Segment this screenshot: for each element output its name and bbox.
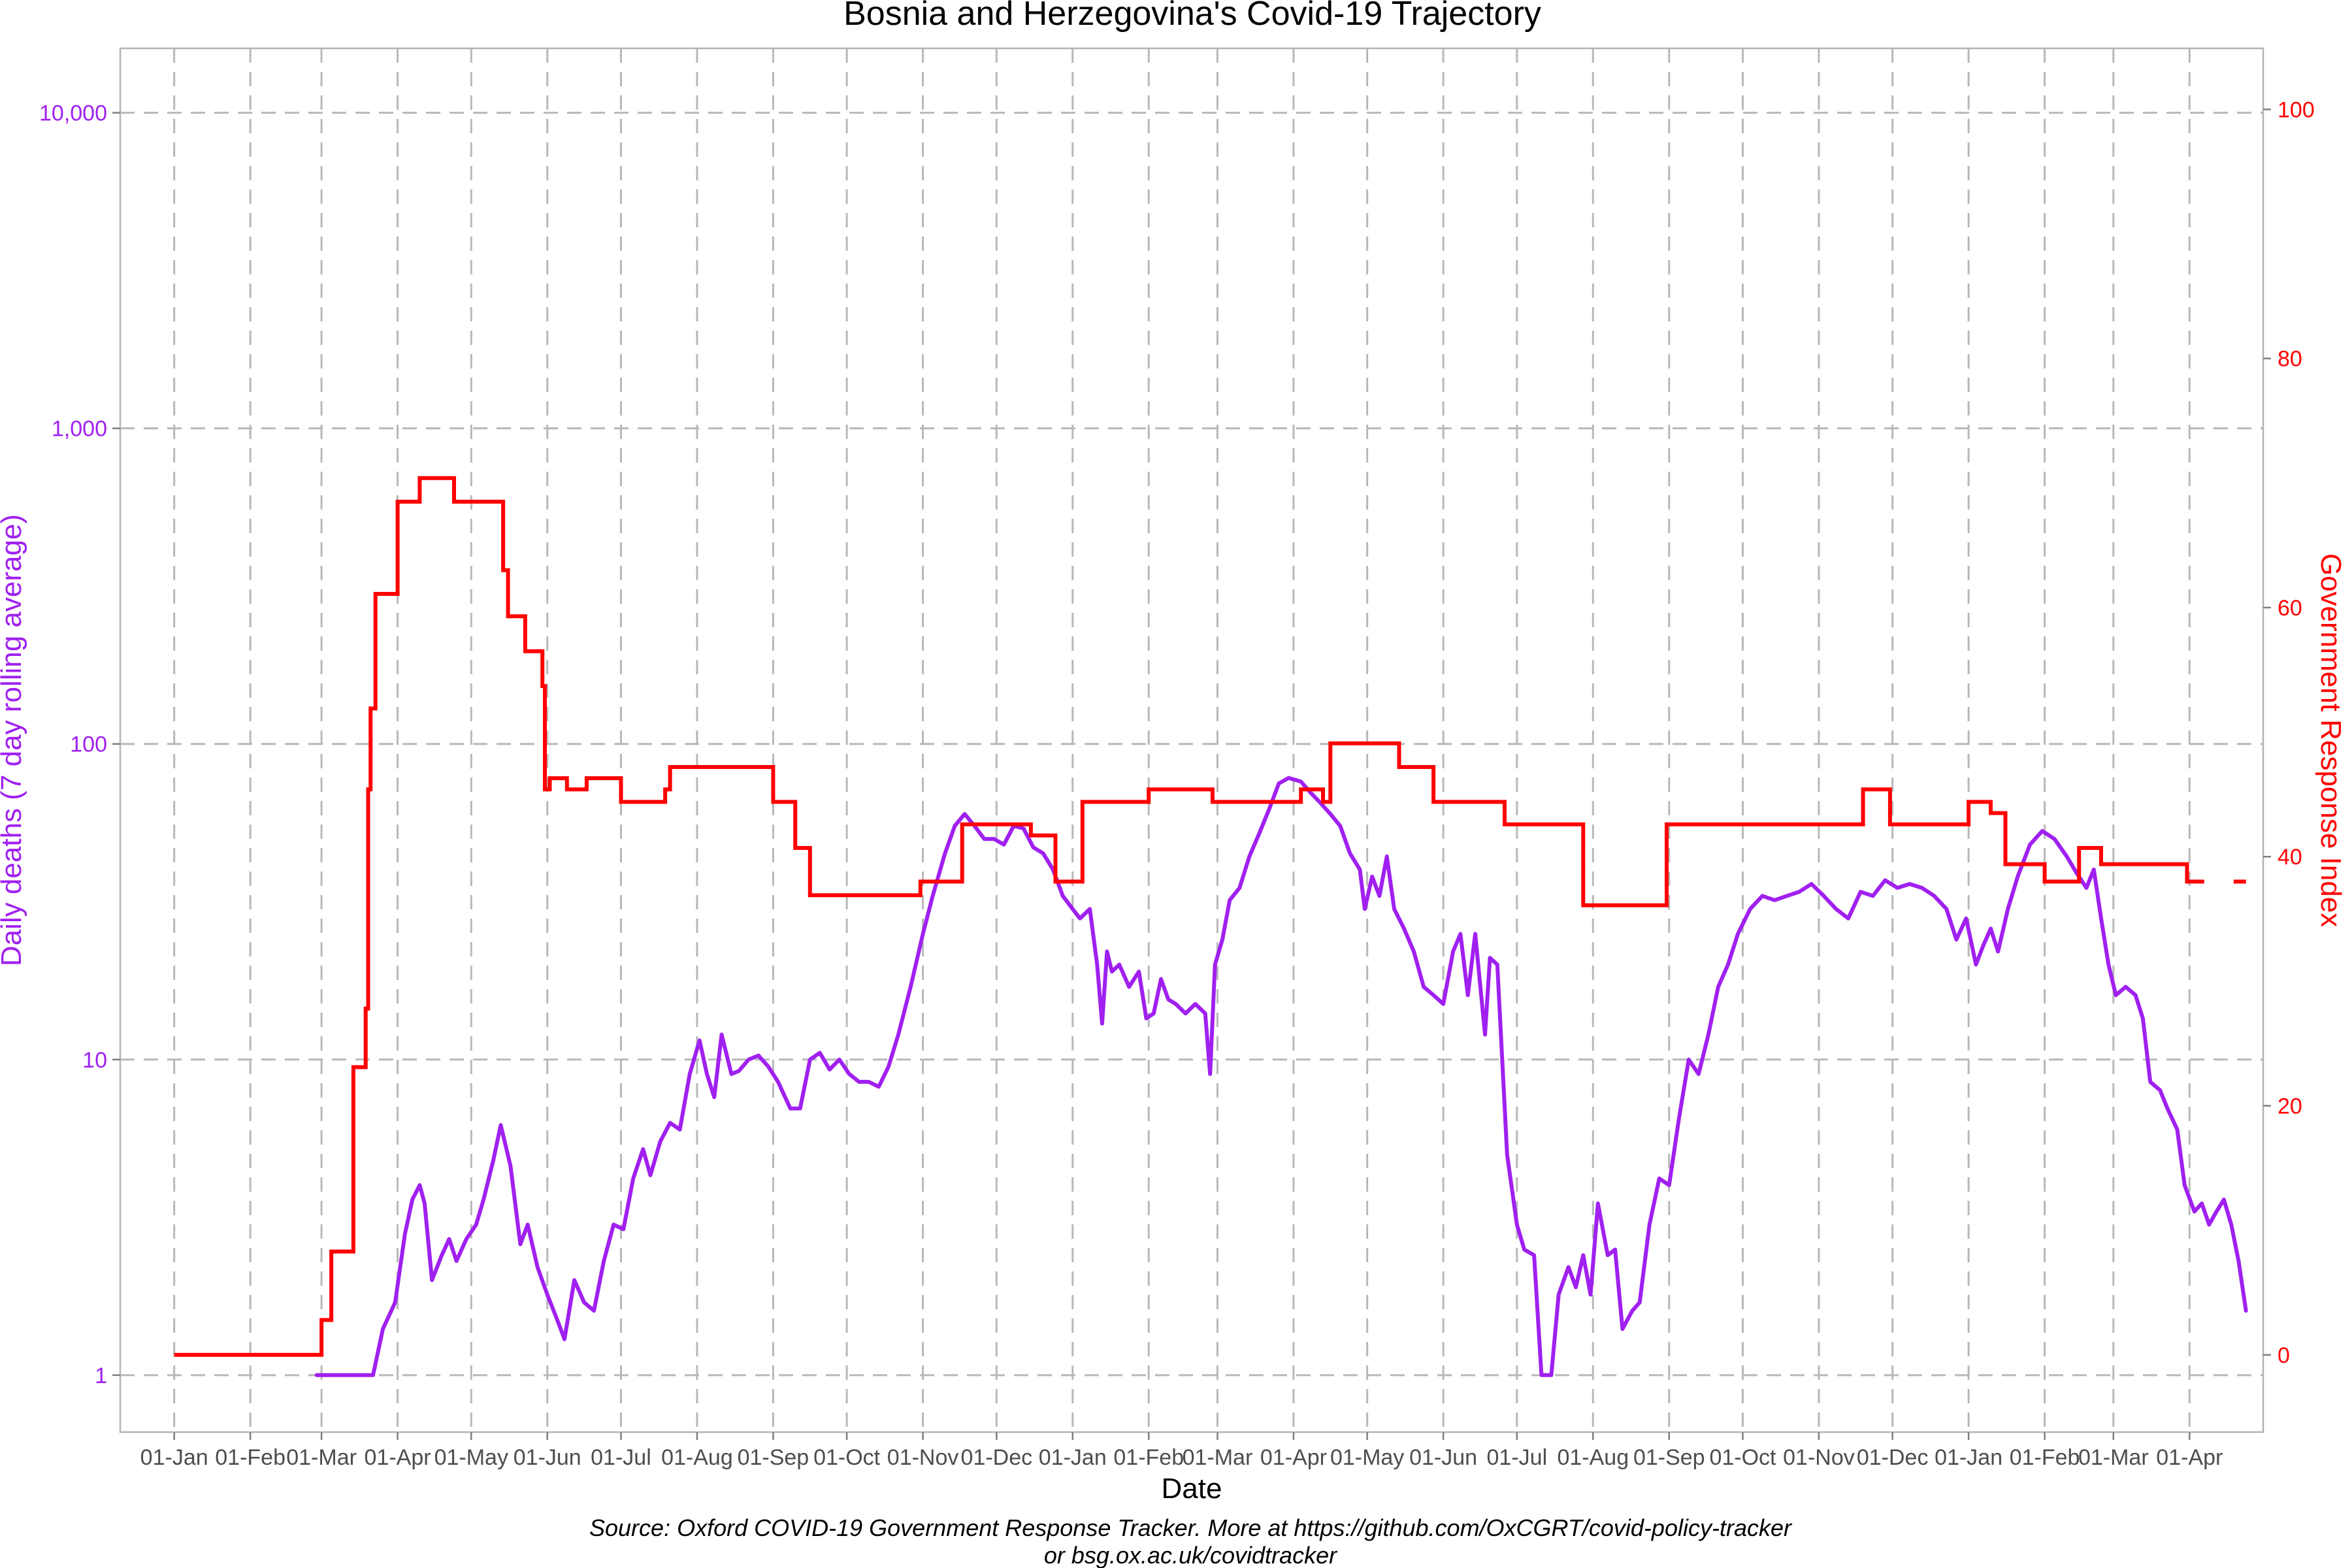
y-right-tick-label: 0	[2278, 1343, 2290, 1368]
x-tick-label: 01-Dec	[1857, 1445, 1929, 1470]
y-left-tick-label: 1,000	[52, 417, 107, 442]
y-right-tick-label: 60	[2278, 596, 2302, 621]
x-tick-label: 01-Mar	[1183, 1445, 1253, 1470]
y-right-tick-label: 80	[2278, 347, 2302, 372]
x-tick-label: 01-Nov	[887, 1445, 959, 1470]
chart-title: Bosnia and Herzegovina's Covid-19 Trajec…	[843, 0, 1541, 33]
x-tick-label: 01-Apr	[1260, 1445, 1327, 1470]
x-tick-label: 01-Jan	[1039, 1445, 1107, 1470]
source-caption-line-2: or bsg.ox.ac.uk/covidtracker	[1044, 1542, 1338, 1568]
y-axis-label-right: Government Response Index	[2315, 553, 2347, 927]
x-tick-label: 01-Sep	[738, 1445, 809, 1470]
source-caption-line-1: Source: Oxford COVID-19 Government Respo…	[589, 1514, 1793, 1541]
y-right-tick-label: 20	[2278, 1094, 2302, 1119]
y-left-tick-label: 1	[95, 1364, 107, 1388]
x-tick-label: 01-Dec	[961, 1445, 1033, 1470]
x-tick-label: 01-Apr	[365, 1445, 431, 1470]
x-tick-label: 01-Feb	[2010, 1445, 2080, 1470]
y-right-tick-label: 40	[2278, 845, 2302, 870]
y-left-tick-label: 10	[82, 1048, 107, 1073]
y-left-tick-label: 100	[70, 732, 107, 757]
x-tick-label: 01-Oct	[1709, 1445, 1776, 1470]
x-tick-label: 01-Oct	[813, 1445, 881, 1470]
deaths-series-line	[314, 776, 2248, 1377]
x-tick-label: 01-Sep	[1633, 1445, 1705, 1470]
government-response-series-line	[174, 476, 2246, 1357]
x-tick-label: 01-Mar	[286, 1445, 357, 1470]
y-right-tick-label: 100	[2278, 97, 2315, 122]
x-tick-label: 01-Feb	[1113, 1445, 1184, 1470]
y-left-tick-label: 10,000	[39, 101, 107, 126]
x-tick-label: 01-May	[1330, 1445, 1404, 1470]
x-tick-label: 01-Jul	[1487, 1445, 1548, 1470]
x-tick-label: 01-Apr	[2156, 1445, 2223, 1470]
x-tick-label: 01-Jun	[1409, 1445, 1477, 1470]
x-tick-label: 01-May	[434, 1445, 508, 1470]
x-axis-label: Date	[1162, 1473, 1222, 1505]
x-tick-label: 01-Aug	[1557, 1445, 1629, 1470]
x-tick-label: 01-Aug	[661, 1445, 733, 1470]
x-tick-label: 01-Jan	[140, 1445, 208, 1470]
x-tick-label: 01-Jul	[591, 1445, 651, 1470]
y-axis-label-left: Daily deaths (7 day rolling average)	[0, 514, 27, 966]
plot-panel-border	[119, 47, 2264, 1433]
x-tick-label: 01-Feb	[215, 1445, 286, 1470]
x-tick-label: 01-Jan	[1935, 1445, 2002, 1470]
x-tick-label: 01-Mar	[2078, 1445, 2149, 1470]
x-tick-label: 01-Nov	[1783, 1445, 1855, 1470]
x-tick-label: 01-Jun	[514, 1445, 581, 1470]
